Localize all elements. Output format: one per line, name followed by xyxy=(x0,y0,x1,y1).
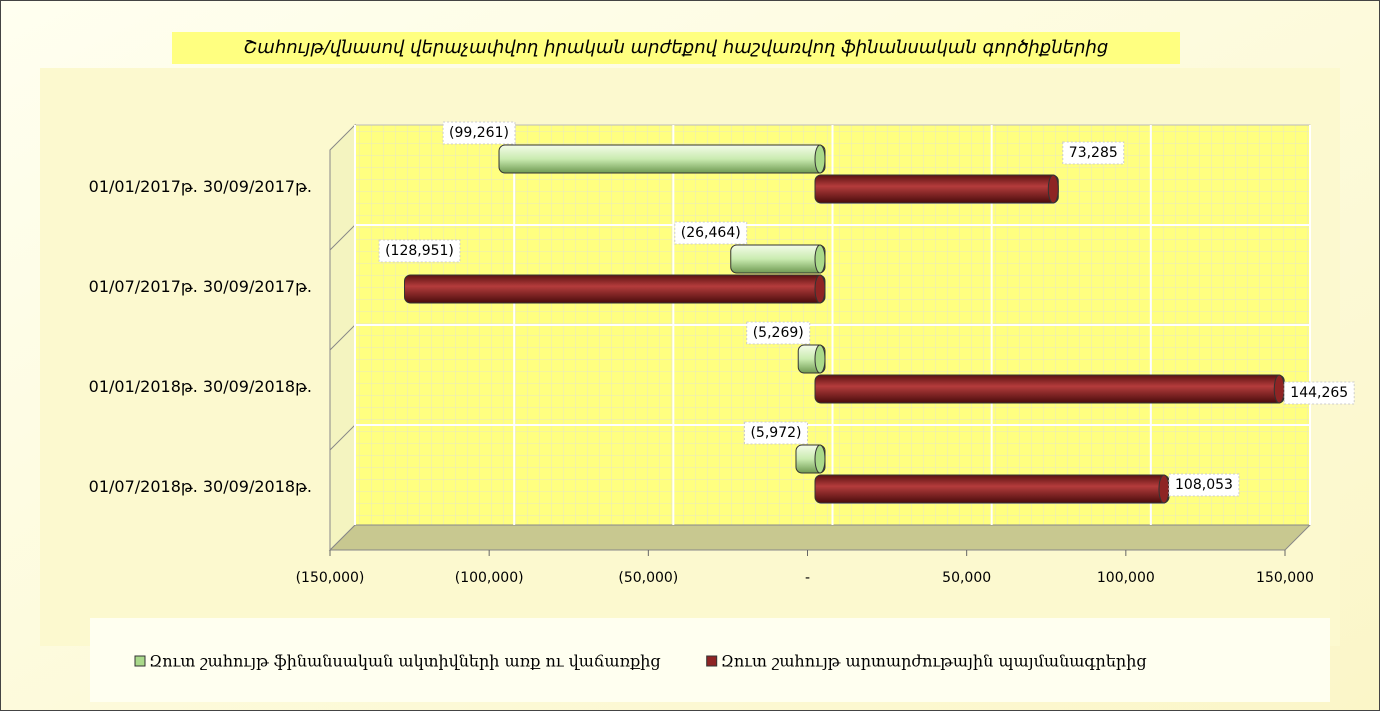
bar xyxy=(498,144,826,174)
value-label-box xyxy=(674,221,748,245)
category-separator-side xyxy=(329,324,356,351)
bar-cap xyxy=(1047,174,1059,204)
category-separator-side xyxy=(329,224,356,251)
bar xyxy=(814,474,1170,504)
value-label: (5,269) xyxy=(753,325,804,341)
value-label: 73,285 xyxy=(1069,145,1118,161)
bar-cap xyxy=(814,344,826,374)
x-tick-label: 50,000 xyxy=(942,570,991,586)
x-tick-label: (100,000) xyxy=(455,570,524,586)
value-label: (26,464) xyxy=(681,225,741,241)
value-label: 108,053 xyxy=(1175,477,1233,493)
value-label-box xyxy=(743,421,808,445)
x-tick-label: (50,000) xyxy=(618,570,678,586)
x-tick-label: 100,000 xyxy=(1097,570,1155,586)
bar xyxy=(814,374,1285,404)
value-label: 144,265 xyxy=(1290,385,1348,401)
legend-swatch xyxy=(134,655,146,667)
value-label-box xyxy=(442,121,516,145)
value-label-box xyxy=(1062,141,1125,165)
category-label: 01/07/2018թ. 30/09/2018թ. xyxy=(89,477,312,496)
x-tick-label: - xyxy=(805,570,810,586)
bar-cap xyxy=(1273,374,1285,404)
bar-cap xyxy=(814,244,826,274)
legend-label: Զուտ շահույթ ֆինանսական ակտիվների առք ու… xyxy=(149,652,661,671)
bar-cap xyxy=(1158,474,1170,504)
bar-cap xyxy=(814,144,826,174)
bar-cap xyxy=(814,274,826,304)
legend-swatch xyxy=(706,655,718,667)
x-tick-label: 150,000 xyxy=(1256,570,1314,586)
bar-cap xyxy=(814,444,826,474)
value-label-box xyxy=(746,321,811,345)
value-label-box xyxy=(1283,381,1355,405)
value-label-box xyxy=(1168,473,1240,497)
bar xyxy=(814,174,1059,204)
value-label: (128,951) xyxy=(385,243,454,259)
chart-title: Շահույթ/վնասով վերաչափվող իրական արժեքով… xyxy=(244,37,1109,58)
value-label: (5,972) xyxy=(750,425,801,441)
plot-floor xyxy=(328,524,1312,551)
value-label-box xyxy=(378,239,461,263)
title-box xyxy=(172,32,1180,64)
category-label: 01/07/2017թ. 30/09/2017թ. xyxy=(89,277,312,296)
x-tick-label: (150,000) xyxy=(296,570,365,586)
bar xyxy=(730,244,826,274)
bar xyxy=(404,274,826,304)
category-label: 01/01/2017թ. 30/09/2017թ. xyxy=(89,177,312,196)
value-label: (99,261) xyxy=(449,125,509,141)
legend-label: Զուտ շահույթ արտարժութային պայմանագրերից xyxy=(721,652,1147,671)
category-label: 01/01/2018թ. 30/09/2018թ. xyxy=(89,377,312,396)
category-separator-side xyxy=(329,424,356,451)
